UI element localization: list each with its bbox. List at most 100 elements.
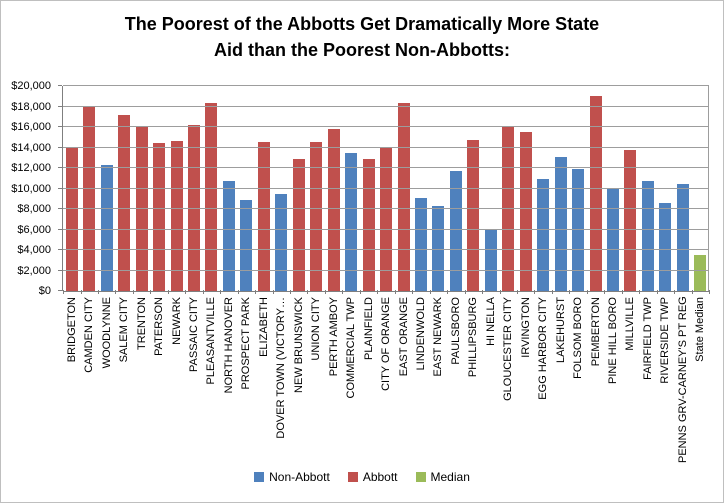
y-tick-label: $6,000 [17,223,51,236]
x-category-label: EAST ORANGE [397,297,410,377]
y-tick-label: $8,000 [17,203,51,215]
x-category-label: COMMERCIAL TWP [345,297,358,399]
legend-swatch-abbott [347,472,358,482]
gridline [63,269,709,271]
x-category-label: WOODLYNNE [100,297,113,369]
gridline [63,249,709,250]
x-axis-tick [429,290,431,294]
bar [641,180,654,291]
y-tick-label: $16,000 [11,121,51,133]
x-category-label: PLEASANTVILLE [205,297,218,385]
chart-title: The Poorest of the Abbotts Get Dramatica… [1,11,723,63]
x-category-label: PINE HILL BORO [607,297,619,385]
bar [100,164,113,291]
bar [397,103,410,291]
x-axis-tick [185,290,187,294]
x-category-label: PERTH AMBOY [327,297,340,377]
bar [694,254,707,291]
gridline [63,208,709,209]
legend: Non-Abbott Abbott Median [1,470,723,484]
bar [327,129,340,291]
x-axis-tick [482,290,483,294]
bar [292,158,305,291]
chart-title-line-2: Aid than the Poorest Non-Abbotts: [214,40,510,60]
plot-area [58,85,710,294]
bar [624,150,637,291]
plot-right-border [708,86,709,291]
x-category-label: DOVER TOWN (VICTORY… [275,297,288,439]
x-category-label: RIVERSIDE TWP [659,297,672,384]
bar [380,147,392,291]
bar [537,179,550,291]
bar [484,230,497,291]
bar [449,171,462,291]
x-axis-tick [604,290,606,294]
legend-item: Median [415,470,470,484]
y-axis-tick [58,85,62,86]
x-axis-tick [237,290,239,294]
x-category-label: FOLSOM BORO [572,297,585,379]
gridline [63,85,709,86]
x-axis-tick [97,290,99,294]
x-axis-tick [464,290,466,294]
gridline [63,126,709,127]
y-tick-label: $14,000 [11,141,51,154]
gridline [63,146,709,148]
x-axis-tick [290,290,291,294]
x-axis-tick [150,290,152,294]
y-axis-tick [58,105,62,107]
x-axis-tick [534,290,536,294]
bar [467,139,480,291]
bar [240,199,253,291]
bar [205,102,218,291]
x-axis-tick [656,290,658,294]
x-category-label: CITY OF ORANGE [380,297,392,391]
bar [153,143,165,291]
legend-label: Abbott [362,470,398,484]
x-category-label: ELIZABETH [257,297,270,357]
x-axis-tick [115,290,117,294]
x-category-label: EAST NEWARK [432,297,445,377]
bar [345,152,358,291]
x-axis-tick [551,290,553,294]
bar [572,168,585,291]
y-tick-label: $18,000 [11,100,51,113]
bar [257,141,270,291]
legend-item: Abbott [347,470,398,484]
gridline [63,187,709,189]
x-category-label: PASSAIC CITY [187,297,200,372]
bar [83,106,96,291]
legend-swatch-median [415,472,426,482]
x-axis-tick [220,290,222,294]
gridline [63,228,709,230]
y-axis-tick [58,146,62,148]
x-axis-tick [674,290,676,294]
y-axis-tick [58,126,62,127]
x-category-label: LAKEHURST [554,297,567,364]
x-axis-line [63,291,709,292]
x-axis-tick [80,290,82,294]
y-tick-label: $20,000 [11,80,51,92]
x-category-label: NORTH HANOVER [222,297,235,394]
x-category-label: NEWARK [170,297,183,345]
y-tick-label: $2,000 [17,264,51,277]
x-category-label: FAIRFIELD TWP [641,297,654,380]
y-axis-tick [58,290,62,291]
bar [589,96,602,291]
x-category-label: BRIDGETON [65,297,78,363]
x-axis-tick [709,290,710,294]
y-axis-tick [58,208,62,209]
bar [170,141,183,291]
x-category-label: TRENTON [135,297,148,350]
x-axis-tick [63,290,64,294]
x-category-label: PHILLIPSBURG [467,297,480,378]
x-axis-tick [412,290,414,294]
x-category-label: PENNS GRV-CARNEY'S PT REG [676,296,689,463]
bar [502,127,515,291]
y-axis-tick [58,249,62,250]
x-category-label: NEW BRUNSWICK [292,297,305,393]
x-axis-tick [255,290,257,294]
x-axis-tick [307,290,309,294]
x-category-label: EGG HARBOR CITY [537,297,550,400]
x-axis-tick [621,290,623,294]
